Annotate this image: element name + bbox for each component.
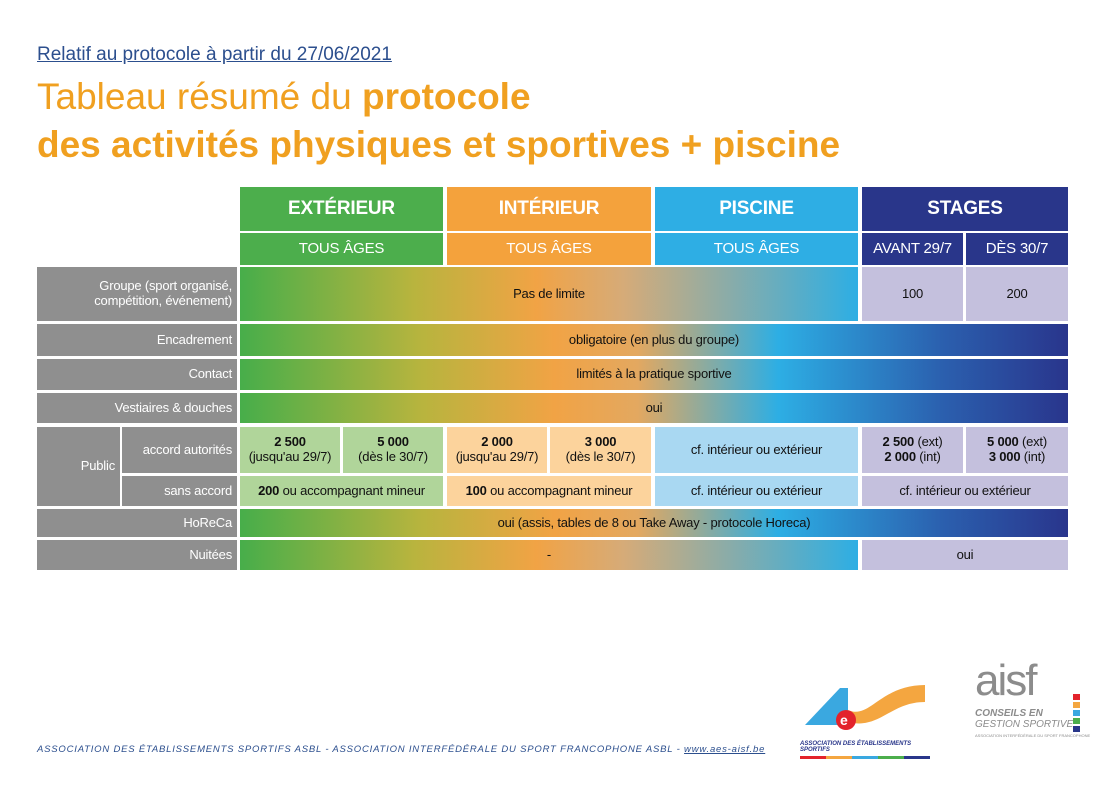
col-header-stages: STAGES bbox=[862, 187, 1068, 231]
groupe-stages-avant: 100 bbox=[862, 267, 963, 321]
public-piscine-accord: cf. intérieur ou extérieur bbox=[655, 427, 858, 473]
vestiaires-value: oui bbox=[240, 393, 1068, 423]
sans-accord-piscine: cf. intérieur ou extérieur bbox=[655, 476, 858, 506]
sans-accord-ext: 200 ou accompagnant mineur bbox=[240, 476, 443, 506]
public-ext-des: 5 000 (dès le 30/7) bbox=[343, 427, 443, 473]
stages1-int: 2 000 (int) bbox=[884, 449, 941, 465]
public-stages-des: 5 000 (ext) 3 000 (int) bbox=[966, 427, 1068, 473]
title-light: Tableau résumé du bbox=[37, 76, 362, 117]
row-label-horeca: HoReCa bbox=[37, 509, 237, 537]
ext1-num: 2 500 bbox=[274, 434, 306, 450]
public-int-des: 3 000 (dès le 30/7) bbox=[550, 427, 651, 473]
contact-value: limités à la pratique sportive bbox=[240, 359, 1068, 390]
subheader-stages-avant: AVANT 29/7 bbox=[862, 233, 963, 265]
aes-logo: e ASSOCIATION DES ÉTABLISSEMENTS SPORTIF… bbox=[800, 680, 930, 759]
svg-text:e: e bbox=[840, 712, 848, 728]
aes-logo-text: ASSOCIATION DES ÉTABLISSEMENTS SPORTIFS bbox=[800, 741, 912, 753]
int1-note: (jusqu'au 29/7) bbox=[455, 449, 539, 464]
aisf-line1: CONSEILS EN bbox=[975, 708, 1043, 719]
aisf-line3: ASSOCIATION INTERFÉDÉRALE DU SPORT FRANC… bbox=[975, 733, 1091, 738]
public-stages-avant: 2 500 (ext) 2 000 (int) bbox=[862, 427, 963, 473]
sans-int-num: 100 bbox=[465, 482, 487, 498]
stages1-ext: 2 500 (ext) bbox=[882, 434, 943, 450]
footer-link[interactable]: www.aes-aisf.be bbox=[684, 744, 766, 755]
title-bold: protocole bbox=[361, 76, 531, 117]
sans-ext-num: 200 bbox=[258, 482, 280, 498]
sans-int-text: ou accompagnant mineur bbox=[486, 482, 633, 498]
ext1-note: (jusqu'au 29/7) bbox=[248, 449, 332, 464]
row-label-contact: Contact bbox=[37, 359, 237, 390]
row-label-nuitees: Nuitées bbox=[37, 540, 237, 570]
row-label-public: Public bbox=[37, 427, 120, 506]
int2-note: (dès le 30/7) bbox=[565, 449, 636, 464]
footer-text: ASSOCIATION DES ÉTABLISSEMENTS SPORTIFS … bbox=[37, 744, 685, 755]
stages2-ext-unit: (ext) bbox=[1021, 434, 1047, 450]
stages2-ext-num: 5 000 bbox=[987, 434, 1019, 450]
row-label-vestiaires: Vestiaires & douches bbox=[37, 393, 237, 423]
row-label-groupe: Groupe (sport organisé, compétition, évé… bbox=[37, 267, 237, 321]
aes-color-bar bbox=[800, 756, 930, 759]
nuitees-stages: oui bbox=[862, 540, 1068, 570]
aisf-logo-mark: aisf bbox=[975, 656, 1037, 705]
page-title-line2: des activités physiques et sportives + p… bbox=[37, 124, 841, 165]
sans-ext-text: ou accompagnant mineur bbox=[279, 482, 426, 498]
stages1-int-num: 2 000 bbox=[884, 449, 916, 464]
aes-logo-mark: e bbox=[805, 685, 925, 730]
subheader-stages-des: DÈS 30/7 bbox=[966, 233, 1068, 265]
subheader-interieur: TOUS ÂGES bbox=[447, 233, 651, 265]
protocol-date-link[interactable]: Relatif au protocole à partir du 27/06/2… bbox=[37, 44, 392, 65]
public-ext-jusqu: 2 500 (jusqu'au 29/7) bbox=[240, 427, 340, 473]
ext2-num: 5 000 bbox=[377, 434, 409, 450]
groupe-value: Pas de limite bbox=[240, 267, 858, 321]
stages2-int-num: 3 000 bbox=[988, 449, 1021, 464]
ext2-note: (dès le 30/7) bbox=[358, 449, 428, 464]
sans-accord-stages: cf. intérieur ou extérieur bbox=[862, 476, 1068, 506]
public-int-jusqu: 2 000 (jusqu'au 29/7) bbox=[447, 427, 547, 473]
sans-accord-int: 100 ou accompagnant mineur bbox=[447, 476, 651, 506]
col-header-exterieur: EXTÉRIEUR bbox=[240, 187, 443, 231]
footer: ASSOCIATION DES ÉTABLISSEMENTS SPORTIFS … bbox=[37, 744, 765, 755]
row-label-accord: accord autorités bbox=[122, 427, 237, 473]
int2-num: 3 000 bbox=[584, 434, 617, 450]
nuitees-value: - bbox=[240, 540, 858, 570]
stages1-ext-num: 2 500 bbox=[882, 434, 915, 450]
col-header-piscine: PISCINE bbox=[655, 187, 858, 231]
page-title: Tableau résumé du protocole bbox=[37, 76, 531, 118]
aisf-color-squares bbox=[1073, 694, 1080, 732]
stages2-ext: 5 000 (ext) bbox=[987, 434, 1047, 450]
int1-num: 2 000 bbox=[481, 434, 513, 450]
groupe-stages-des: 200 bbox=[966, 267, 1068, 321]
col-header-interieur: INTÉRIEUR bbox=[447, 187, 651, 231]
stages1-ext-unit: (ext) bbox=[917, 434, 943, 450]
aisf-logo: aisf CONSEILS EN GESTION SPORTIVE ASSOCI… bbox=[975, 658, 1090, 758]
encadrement-value: obligatoire (en plus du groupe) bbox=[240, 324, 1068, 356]
subheader-exterieur: TOUS ÂGES bbox=[240, 233, 443, 265]
horeca-value: oui (assis, tables de 8 ou Take Away - p… bbox=[240, 509, 1068, 537]
row-label-encadrement: Encadrement bbox=[37, 324, 237, 356]
subheader-piscine: TOUS ÂGES bbox=[655, 233, 858, 265]
stages2-int-unit: (int) bbox=[1023, 449, 1046, 464]
stages1-int-unit: (int) bbox=[919, 449, 941, 464]
stages2-int: 3 000 (int) bbox=[988, 449, 1046, 465]
aisf-line2: GESTION SPORTIVE bbox=[975, 719, 1074, 730]
row-label-sans-accord: sans accord bbox=[122, 476, 237, 506]
